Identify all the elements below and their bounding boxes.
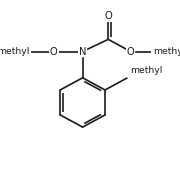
Text: N: N xyxy=(79,47,86,56)
Text: methyl: methyl xyxy=(130,66,162,75)
Text: methyl: methyl xyxy=(153,47,180,56)
Text: O: O xyxy=(104,11,112,21)
Text: methyl: methyl xyxy=(0,47,30,56)
Text: O: O xyxy=(50,47,58,56)
Text: O: O xyxy=(127,47,134,56)
